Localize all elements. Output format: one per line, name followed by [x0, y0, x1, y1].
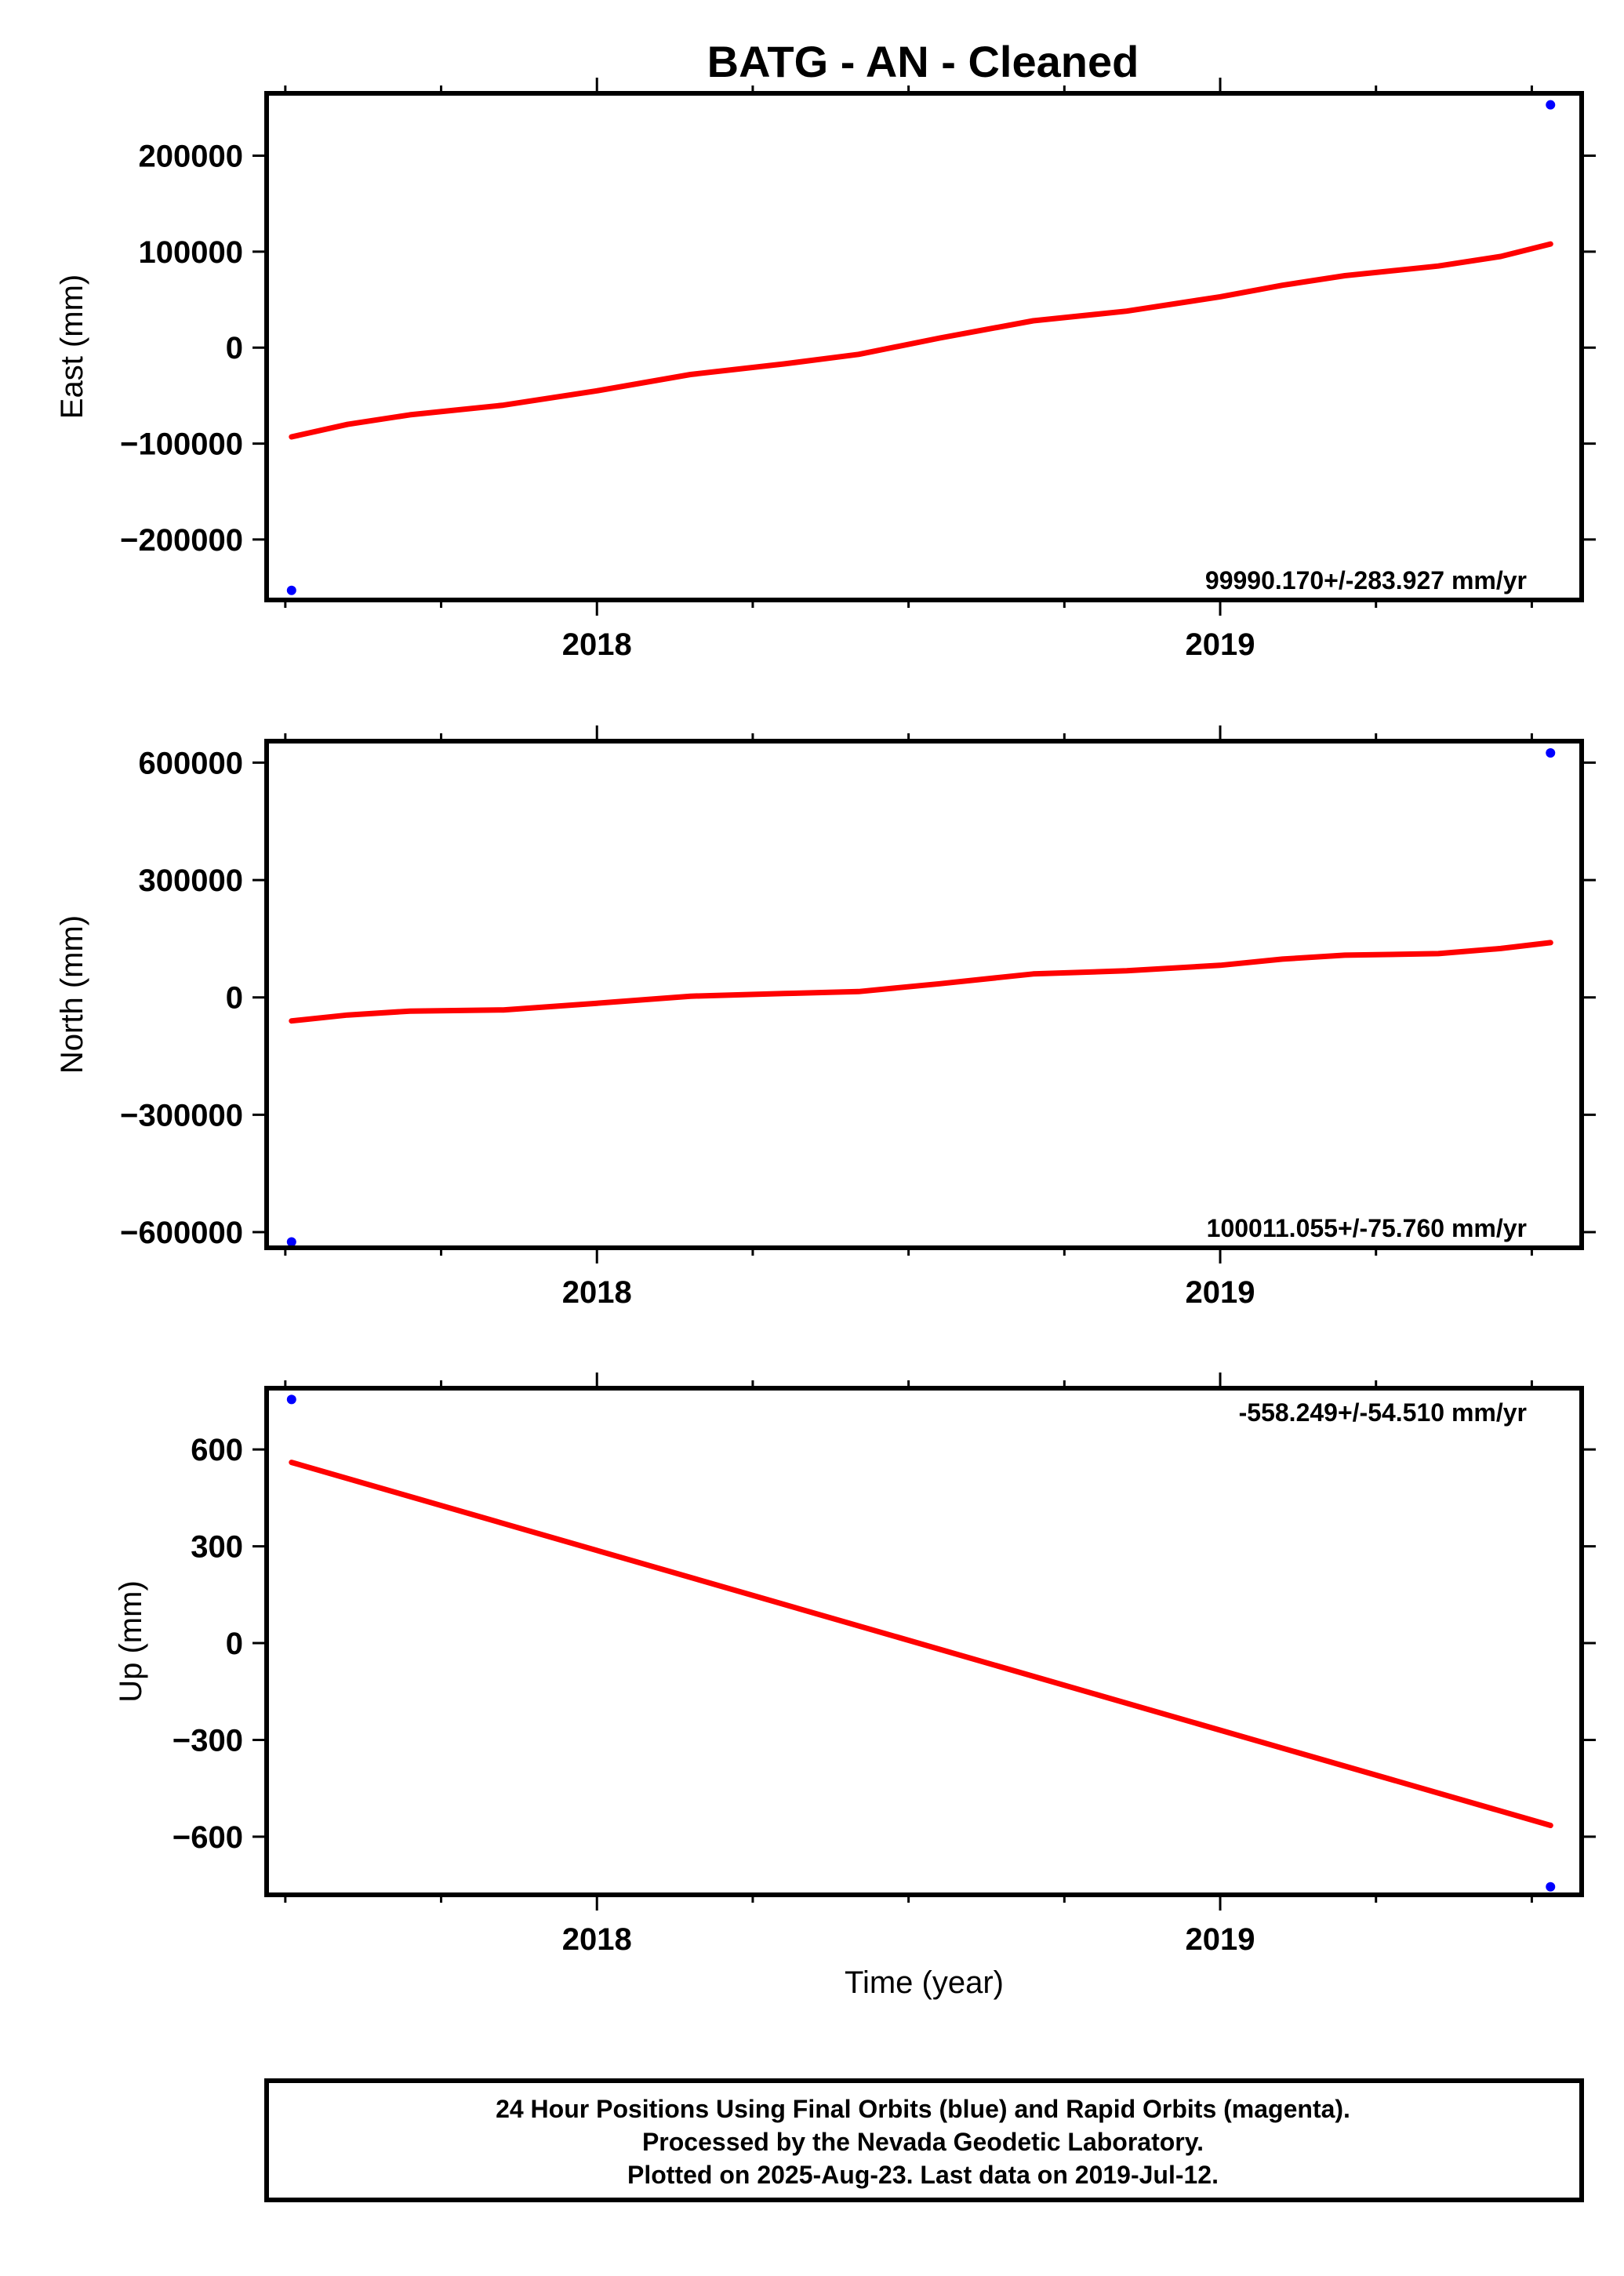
east-y-tick-label: 200000	[139, 140, 243, 174]
north-frame	[264, 739, 1584, 1250]
north-data-point	[1546, 747, 1556, 758]
up-y-tick-label: 300	[191, 1530, 243, 1565]
east-y-tick-label: 100000	[139, 235, 243, 270]
north-y-tick-label: 0	[226, 981, 243, 1016]
north-fit-line	[289, 940, 1553, 1024]
up-rate-label: -558.249+/-54.510 mm/yr	[1239, 1398, 1527, 1427]
east-panel: 2018 2019 −200000 −100000 0 100000 200000 99990…	[55, 78, 1596, 662]
footer-line-3: Plotted on 2025-Aug-23. Last data on 201…	[627, 2161, 1219, 2189]
up-y-axis-label: Up (mm)	[114, 1580, 148, 1703]
north-y-tick-label: 300000	[139, 863, 243, 898]
up-data-point	[286, 1394, 296, 1405]
east-frame	[264, 91, 1584, 602]
up-x-tick-label: 2018	[562, 1922, 632, 1957]
up-y-tick-label: −600	[173, 1820, 243, 1855]
up-y-tick-label: 0	[226, 1627, 243, 1661]
footer-line-2: Processed by the Nevada Geodetic Laborat…	[642, 2128, 1204, 2156]
panels: 2018 2019 −200000 −100000 0 100000 200000 99990…	[55, 78, 1596, 2000]
up-frame	[264, 1386, 1584, 1897]
north-y-tick-label: −600000	[120, 1216, 243, 1250]
footer-frame	[264, 2078, 1584, 2202]
east-x-tick-label: 2018	[562, 627, 632, 662]
footer-line-1: 24 Hour Positions Using Final Orbits (bl…	[496, 2095, 1350, 2123]
chart-title: BATG - AN - Cleaned	[707, 37, 1139, 86]
north-y-tick-label: 600000	[139, 746, 243, 780]
footer-box: 24 Hour Positions Using Final Orbits (bl…	[264, 2078, 1584, 2202]
up-y-tick-label: 600	[191, 1433, 243, 1467]
east-rate-label: 99990.170+/-283.927 mm/yr	[1205, 566, 1527, 594]
north-panel: 2018 2019 −600000 −300000 0 300000 600000 10001…	[55, 725, 1596, 1310]
up-y-tick-label: −300	[173, 1723, 243, 1758]
north-x-tick-label: 2019	[1186, 1275, 1255, 1310]
east-y-axis-label: East (mm)	[55, 275, 89, 419]
up-fit-line	[289, 1460, 1553, 1828]
up-data-point	[1546, 1882, 1556, 1892]
east-y-tick-label: −200000	[120, 523, 243, 558]
north-rate-label: 100011.055+/-75.760 mm/yr	[1207, 1214, 1527, 1242]
east-fit-line	[289, 241, 1553, 440]
east-y-tick-label: −100000	[120, 427, 243, 462]
east-data-point	[286, 585, 296, 595]
x-axis-label: Time (year)	[845, 1965, 1004, 2000]
north-y-axis-label: North (mm)	[55, 915, 89, 1074]
north-x-tick-label: 2018	[562, 1275, 632, 1310]
north-y-tick-label: −300000	[120, 1098, 243, 1133]
east-x-tick-label: 2019	[1186, 627, 1255, 662]
east-y-tick-label: 0	[226, 331, 243, 365]
up-panel: 2018 2019 −600 −300 0 300 600 -558.249+/-54.510…	[114, 1373, 1596, 2000]
up-x-tick-label: 2019	[1186, 1922, 1255, 1957]
north-data-point	[286, 1237, 296, 1247]
east-data-point	[1546, 100, 1556, 110]
